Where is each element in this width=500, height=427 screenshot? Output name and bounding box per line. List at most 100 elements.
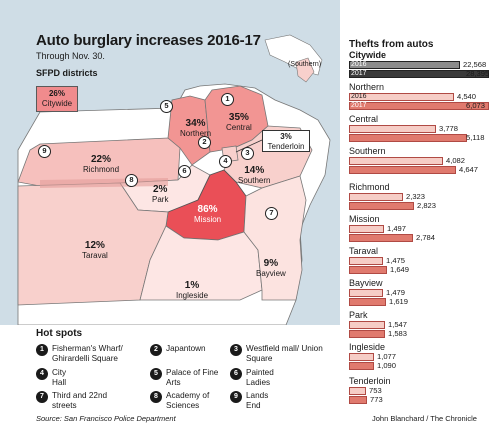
district-label-ingleside: 1% Ingleside (176, 280, 208, 300)
chart-bar-2017 (349, 362, 374, 370)
hotspot-number: 9 (230, 391, 242, 403)
chart-row-name: Tenderloin (349, 376, 391, 386)
hotspot-number: 8 (150, 391, 162, 403)
district-name: Southern (238, 176, 271, 185)
district-label-northern: 34% Northern (180, 118, 211, 138)
district-name: Central (226, 123, 252, 132)
chart-row-name: Ingleside (349, 342, 386, 352)
chart-bar-2016 (349, 157, 443, 165)
hotspot-label: City Hall (52, 368, 67, 387)
hotspot-marker: 1 (221, 93, 234, 106)
hotspot-number: 7 (36, 391, 48, 403)
chart-value-label: 753 (369, 386, 382, 395)
chart-bar-2016 (349, 289, 383, 297)
chart-bar-2016 (349, 225, 384, 233)
chart-value-label: 1,619 (389, 297, 409, 306)
chart-bar-2016 (349, 257, 383, 265)
chart-value-label: 1,475 (386, 256, 406, 265)
tenderloin-callout: 3% Tenderloin (262, 130, 310, 152)
chart-row-name: Northern (349, 82, 385, 92)
citywide-pct: 26% (48, 89, 65, 98)
chart-value-label: 4,647 (459, 165, 479, 174)
tenderloin-name: Tenderloin (267, 142, 305, 151)
chart-year-label: 2017 (351, 70, 367, 77)
chart-row-name: Mission (349, 214, 380, 224)
chart-value-label: 1,090 (377, 361, 397, 370)
district-label-mission: 86% Mission (194, 204, 221, 224)
chart-value-label: 1,077 (377, 352, 397, 361)
hotspot-label: Japantown (166, 344, 206, 353)
district-label-southern: 14% Southern (238, 165, 270, 185)
chart-year-label: 2016 (351, 93, 367, 100)
map-panel: Auto burglary increases 2016-17 Through … (0, 0, 340, 410)
district-pct: 86% (197, 204, 218, 215)
hotspot-marker: 5 (160, 100, 173, 113)
chart-value-label: 773 (370, 395, 383, 404)
chart-bar-2016 (349, 321, 385, 329)
chart-value-label: 6,073 (466, 101, 486, 110)
district-pct: 35% (228, 112, 249, 123)
hotspot-label: Lands End (246, 391, 269, 410)
chart-bar-2017 (349, 234, 413, 242)
district-label-taraval: 12% Taraval (82, 240, 108, 260)
district-pct: 2% (153, 184, 168, 195)
hotspot-marker: 7 (265, 207, 278, 220)
hotspot-label: Painted Ladies (246, 368, 274, 387)
hotspot-number: 1 (36, 344, 48, 356)
district-pct: 9% (263, 258, 279, 269)
hotspot-number: 4 (36, 368, 48, 380)
district-name: Richmond (83, 165, 120, 174)
districts-heading: SFPD districts (36, 68, 98, 78)
district-label-central: 35% Central (226, 112, 252, 132)
hotspot-marker: 4 (219, 155, 232, 168)
hotspots-legend: Hot spots 1 Fisherman's Wharf/ Ghirardel… (0, 325, 340, 410)
tenderloin-pct: 3% (280, 132, 292, 141)
chart-row-name: Central (349, 114, 379, 124)
chart-panel: Thefts from autos Citywide 2016 22,568 2017… (340, 0, 500, 410)
chart-value-label: 28,395 (466, 69, 490, 78)
chart-bar-2017 (349, 102, 489, 110)
district-name: Mission (194, 215, 222, 224)
chart-row-name: Bayview (349, 278, 383, 288)
marin-land (264, 34, 323, 76)
hotspots-title: Hot spots (36, 328, 83, 339)
hotspot-marker: 6 (178, 165, 191, 178)
chart-value-label: 1,497 (387, 224, 407, 233)
chart-value-label: 5,118 (466, 133, 485, 142)
district-bayview (243, 175, 307, 301)
district-label-bayview: 9% Bayview (256, 258, 286, 278)
hotspot-label: Fisherman's Wharf/ Ghirardelli Square (52, 344, 123, 363)
chart-value-label: 1,479 (386, 288, 406, 297)
hotspot-number: 5 (150, 368, 162, 380)
chart-row-name: Southern (349, 146, 386, 156)
chart-bar-2016 (349, 93, 454, 101)
hotspot-label: Third and 22nd streets (52, 391, 108, 410)
district-label-richmond: 22% Richmond (83, 154, 119, 174)
treasure-island (295, 57, 315, 83)
chart-bar-2017 (349, 70, 489, 78)
hotspot-label: Westfield mall/ Union Square (246, 344, 323, 363)
credit-line: John Blanchard / The Chronicle (372, 414, 477, 423)
chart-bar-2016 (349, 193, 403, 201)
hotspot-marker: 2 (198, 136, 211, 149)
district-label-park: 2% Park (152, 184, 168, 204)
chart-value-label: 2,323 (406, 192, 426, 201)
hotspot-marker: 9 (38, 145, 51, 158)
chart-value-label: 1,547 (388, 320, 408, 329)
chart-row-name: Citywide (349, 50, 387, 60)
chart-row-name: Richmond (349, 182, 390, 192)
hotspot-marker: 8 (125, 174, 138, 187)
chart-value-label: 1,649 (390, 265, 410, 274)
hotspot-number: 3 (230, 344, 242, 356)
map-title: Auto burglary increases 2016-17 (36, 32, 261, 49)
chart-title: Thefts from autos (349, 39, 434, 50)
district-name: Northern (180, 129, 212, 138)
chart-row-name: Park (349, 310, 368, 320)
chart-bar-2017 (349, 298, 386, 306)
citywide-legend-box: 26% Citywide (36, 86, 78, 112)
chart-value-label: 2,784 (416, 233, 436, 242)
tenderloin-leader (235, 139, 263, 153)
chart-bar-2017 (349, 396, 367, 404)
hotspot-number: 2 (150, 344, 162, 356)
chart-value-label: 22,568 (463, 60, 487, 69)
